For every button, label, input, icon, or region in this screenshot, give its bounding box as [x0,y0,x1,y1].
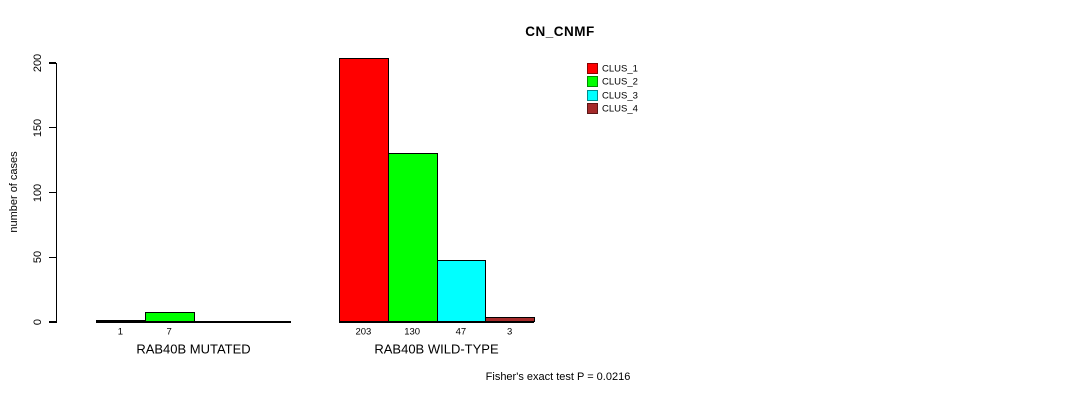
y-axis-title: number of cases [8,151,20,233]
bar-clus_2 [387,152,438,323]
y-tick-label: 200 [32,53,44,73]
y-axis-tick [49,321,56,323]
y-tick-label: 100 [32,183,44,202]
bar-clus_1 [339,58,389,323]
y-axis-tick [49,127,56,129]
y-axis-tick [49,191,56,194]
y-axis-tick [49,256,56,258]
bar-value-label: 1 [117,326,124,338]
legend-swatch-clus_2 [587,76,598,88]
bar-value-label: 7 [166,326,172,338]
y-axis-line [55,63,57,323]
legend-label: CLUS_1 [602,63,638,75]
bar-value-label: 47 [455,326,467,338]
y-tick-label: 0 [32,318,44,326]
bar-value-label: 203 [355,326,372,338]
legend-label: CLUS_2 [602,76,638,88]
fisher-test-annotation: Fisher's exact test P = 0.0216 [485,371,631,383]
y-axis-tick [49,62,56,64]
legend-swatch-clus_3 [587,89,598,101]
legend-label: CLUS_3 [602,90,638,101]
bar-clus_4 [485,317,535,323]
bar-clus_1 [96,319,146,323]
y-tick-label: 50 [32,251,44,264]
bar-value-label: 3 [506,326,513,338]
legend-swatch-clus_1 [587,63,598,74]
y-tick-label: 150 [32,118,44,137]
x-group-label: RAB40B WILD-TYPE [374,341,499,357]
bar-clus_2 [144,311,195,323]
legend-label: CLUS_4 [602,103,638,115]
bar-clus_3 [436,260,487,323]
bar-value-label: 130 [404,326,421,338]
legend-swatch-clus_4 [587,103,598,115]
x-group-label: RAB40B MUTATED [136,341,251,357]
plot-title: CN_CNMF [525,24,595,39]
